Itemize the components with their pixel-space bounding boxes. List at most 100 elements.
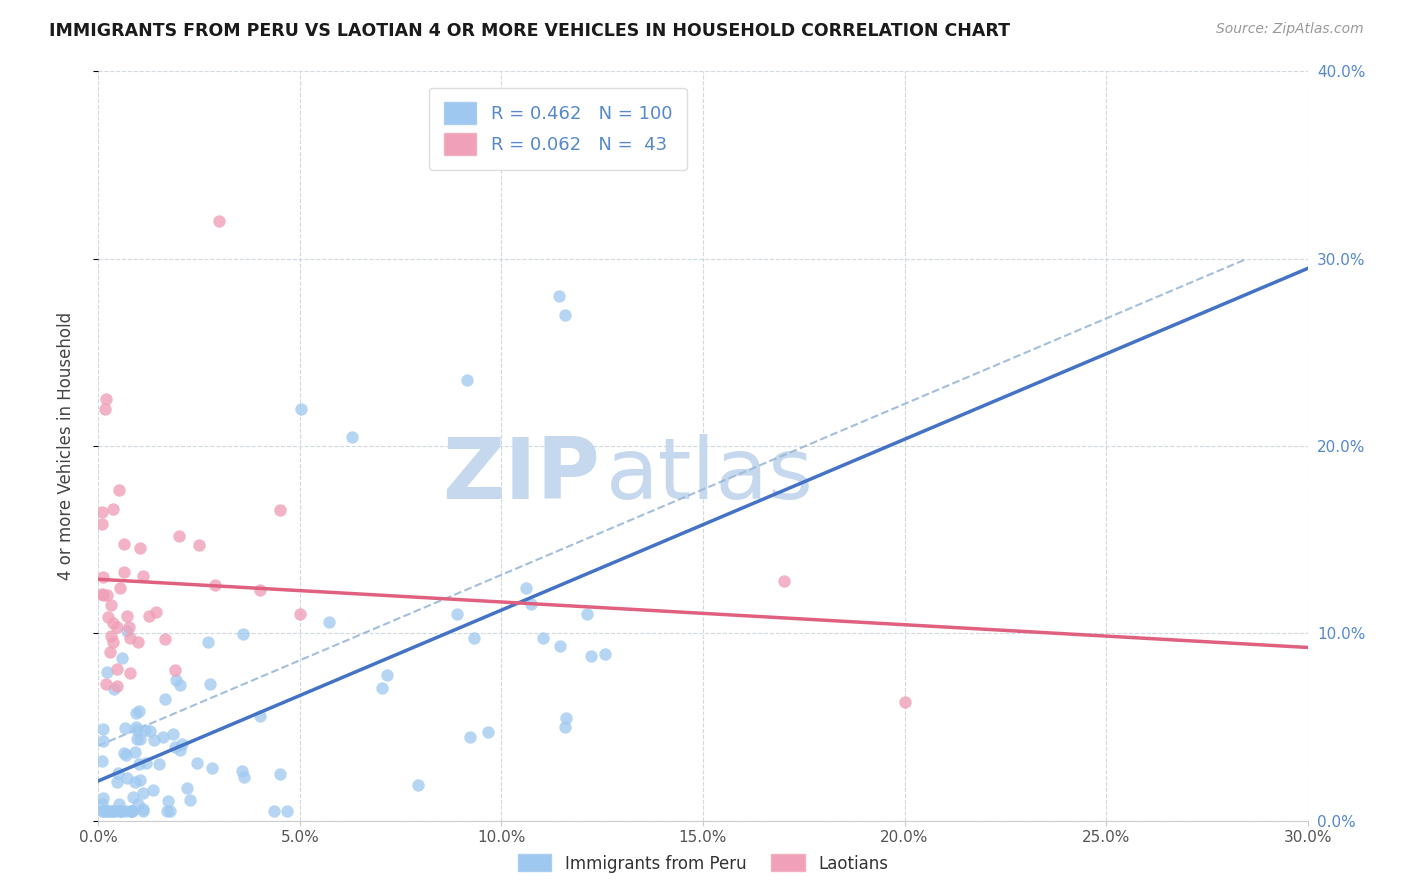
Point — [100, 598, 122, 612]
Point — [406, 778, 429, 792]
Point — [120, 805, 142, 819]
Point — [125, 732, 148, 747]
Point — [114, 722, 136, 736]
Point — [153, 632, 176, 647]
Point — [163, 663, 186, 677]
Point — [165, 739, 187, 754]
Point — [155, 692, 177, 706]
Point — [142, 732, 165, 747]
Point — [554, 308, 576, 322]
Point — [547, 289, 569, 303]
Point — [142, 783, 165, 797]
Point — [318, 615, 340, 630]
Point — [125, 720, 148, 734]
Point — [107, 765, 129, 780]
Point — [125, 723, 148, 738]
Point — [124, 745, 146, 759]
Point — [340, 430, 363, 444]
Point — [124, 774, 146, 789]
Point — [139, 723, 162, 738]
Point — [145, 605, 167, 619]
Point — [138, 609, 160, 624]
Point — [110, 805, 132, 819]
Point — [91, 797, 114, 811]
Point — [122, 789, 145, 804]
Point — [169, 529, 191, 543]
Point — [172, 737, 194, 751]
Point — [111, 651, 134, 665]
Point — [263, 805, 285, 819]
Point — [105, 662, 128, 676]
Point — [127, 797, 149, 811]
Point — [169, 678, 191, 692]
Point — [208, 214, 231, 228]
Point — [148, 757, 170, 772]
Point — [91, 587, 114, 601]
Point — [197, 634, 219, 648]
Point — [179, 793, 201, 807]
Point — [515, 581, 537, 595]
Point — [96, 665, 118, 680]
Point — [128, 756, 150, 771]
Point — [121, 805, 143, 819]
Point — [105, 620, 128, 634]
Point — [101, 615, 124, 630]
Point — [105, 679, 128, 693]
Point — [131, 569, 153, 583]
Point — [579, 648, 602, 663]
Point — [108, 483, 131, 497]
Point — [112, 566, 135, 580]
Point — [201, 761, 224, 775]
Point — [100, 805, 122, 819]
Point — [132, 805, 155, 819]
Point — [96, 677, 118, 691]
Point — [531, 631, 554, 645]
Legend: Immigrants from Peru, Laotians: Immigrants from Peru, Laotians — [512, 847, 894, 880]
Point — [555, 711, 578, 725]
Point — [118, 620, 141, 634]
Point — [165, 673, 187, 688]
Point — [91, 570, 114, 584]
Point — [105, 775, 128, 789]
Point — [115, 748, 138, 763]
Point — [108, 797, 131, 811]
Point — [127, 635, 149, 649]
Point — [112, 746, 135, 760]
Point — [129, 541, 152, 556]
Point — [276, 805, 298, 819]
Point — [91, 791, 114, 805]
Point — [593, 647, 616, 661]
Point — [97, 609, 120, 624]
Point — [159, 805, 181, 819]
Text: Source: ZipAtlas.com: Source: ZipAtlas.com — [1216, 22, 1364, 37]
Point — [118, 666, 141, 681]
Point — [118, 632, 141, 646]
Point — [129, 732, 152, 747]
Point — [100, 629, 122, 643]
Point — [103, 681, 125, 696]
Point — [112, 537, 135, 551]
Point — [132, 802, 155, 816]
Point — [477, 724, 499, 739]
Point — [96, 805, 118, 819]
Point — [772, 574, 794, 589]
Point — [232, 770, 254, 784]
Point — [463, 632, 485, 646]
Point — [93, 401, 115, 416]
Point — [121, 805, 143, 819]
Point — [519, 597, 541, 611]
Point — [198, 677, 221, 691]
Point — [117, 624, 139, 638]
Point — [91, 755, 114, 769]
Point — [186, 756, 208, 771]
Point — [93, 805, 115, 819]
Point — [129, 773, 152, 788]
Point — [132, 786, 155, 800]
Point — [288, 607, 311, 622]
Point — [115, 771, 138, 785]
Point — [115, 805, 138, 819]
Point — [152, 730, 174, 744]
Point — [91, 734, 114, 748]
Point — [110, 805, 132, 819]
Text: IMMIGRANTS FROM PERU VS LAOTIAN 4 OR MORE VEHICLES IN HOUSEHOLD CORRELATION CHAR: IMMIGRANTS FROM PERU VS LAOTIAN 4 OR MOR… — [49, 22, 1010, 40]
